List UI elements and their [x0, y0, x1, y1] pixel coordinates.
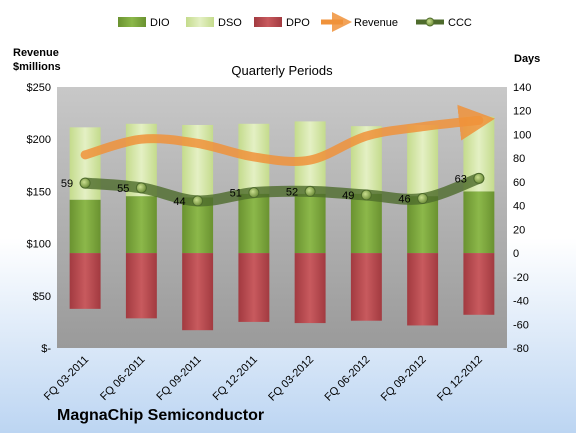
legend-label-dso: DSO [218, 17, 242, 29]
bar-dio [238, 193, 270, 254]
legend-item-ccc: CCC [416, 17, 472, 29]
ccc-point [135, 182, 147, 194]
right-tick-label: 80 [513, 153, 525, 165]
ccc-data-label: 46 [398, 194, 410, 206]
ccc-point [417, 193, 429, 205]
ccc-point [79, 177, 91, 189]
legend-label-ccc: CCC [448, 17, 472, 29]
company-name: MagnaChip Semiconductor [57, 407, 264, 424]
bar-dio [463, 191, 495, 254]
ccc-data-label: 52 [286, 186, 298, 198]
bar-dpo [238, 253, 270, 322]
bar-dpo [294, 253, 326, 324]
bar-dio [69, 199, 101, 254]
ccc-data-label: 59 [61, 178, 73, 190]
bar-dpo [350, 253, 382, 321]
right-tick-label: 100 [513, 129, 531, 141]
bar-dpo [69, 253, 101, 309]
right-axis-ticks: -80 -60 -40 -20 0 20 40 60 80 100 120 140 [513, 82, 531, 355]
revenue-series-line [80, 104, 495, 166]
right-tick-label: 60 [513, 177, 525, 189]
ccc-data-label: 55 [117, 183, 129, 195]
bar-dio [294, 193, 326, 254]
right-tick-label: 20 [513, 224, 525, 236]
revenue-line [80, 104, 495, 166]
bar-dio [350, 193, 382, 254]
left-tick-label: $150 [27, 186, 51, 198]
legend-item-dso: DSO [186, 17, 242, 29]
left-axis-ticks: $- $50 $100 $150 $200 $250 [27, 82, 52, 355]
bar-dio [407, 196, 439, 254]
legend: DIO DSO DPO Revenue CCC [118, 12, 472, 32]
legend-item-dio: DIO [118, 17, 170, 29]
legend-label-dio: DIO [150, 17, 170, 29]
right-tick-label: 0 [513, 248, 519, 260]
right-tick-label: 40 [513, 201, 525, 213]
right-tick-label: -20 [513, 272, 529, 284]
bars [69, 116, 495, 331]
ccc-data-label: 63 [455, 173, 467, 185]
bar-dpo [407, 253, 439, 326]
chart-subtitle: Quarterly Periods [231, 63, 333, 78]
ccc-point [473, 172, 485, 184]
bar-dso [407, 124, 439, 197]
ccc-line [79, 172, 485, 207]
ccc-point [248, 187, 260, 199]
bar-dpo [125, 253, 157, 319]
left-tick-label: $250 [27, 82, 51, 94]
right-tick-label: 140 [513, 82, 531, 94]
right-tick-label: 120 [513, 106, 531, 118]
ccc-data-label: 49 [342, 190, 354, 202]
left-tick-label: $200 [27, 134, 51, 146]
legend-label-dpo: DPO [286, 17, 310, 29]
right-tick-label: -40 [513, 296, 529, 308]
bar-dio [125, 196, 157, 254]
legend-label-revenue: Revenue [354, 17, 398, 29]
right-tick-label: -60 [513, 319, 529, 331]
right-axis-title: Days [514, 53, 540, 65]
ccc-data-labels: 59 55 44 51 52 49 46 63 [61, 173, 467, 208]
legend-item-dpo: DPO [254, 17, 310, 29]
left-axis-title-line1: Revenue [13, 47, 59, 59]
bar-dpo [463, 253, 495, 315]
right-tick-label: -80 [513, 343, 529, 355]
left-tick-label: $- [41, 343, 51, 355]
bar-dpo [182, 253, 214, 331]
ccc-point [192, 195, 204, 207]
legend-item-revenue: Revenue [321, 12, 398, 32]
bar-dso [182, 124, 214, 198]
ccc-data-label: 44 [173, 196, 185, 208]
left-tick-label: $100 [27, 239, 51, 251]
ccc-point [360, 189, 372, 201]
left-axis-title-line2: $millions [13, 61, 61, 73]
left-tick-label: $50 [33, 291, 51, 303]
ccc-data-label: 51 [230, 188, 242, 200]
ccc-point [304, 185, 316, 197]
bar-dio [182, 197, 214, 254]
